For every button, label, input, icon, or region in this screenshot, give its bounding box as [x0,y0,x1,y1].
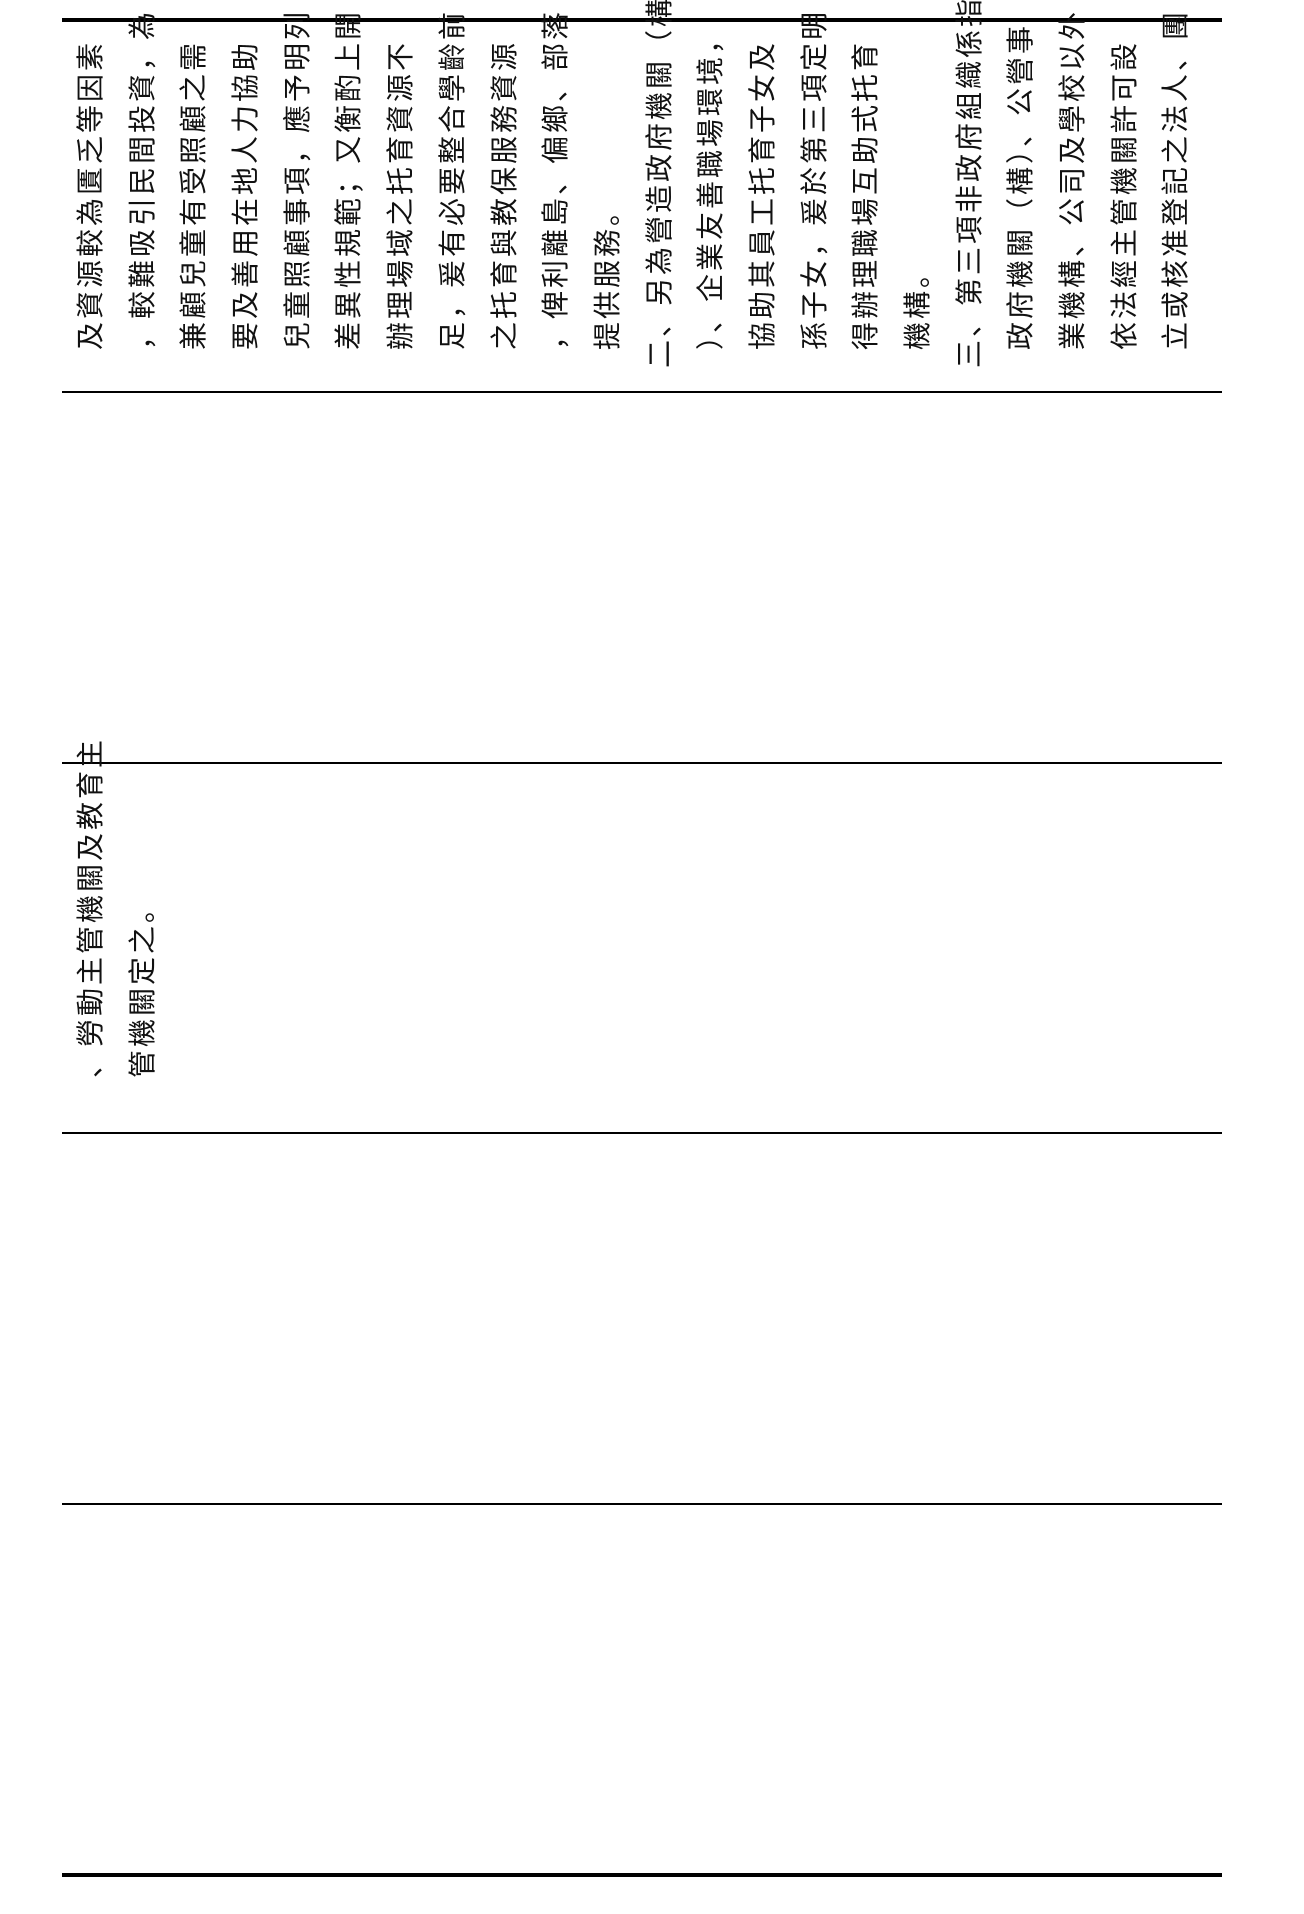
text-line: 辦理場域之托育資源不 [384,39,418,350]
table-divider [62,391,1222,393]
text-line: 政府機關（構）、公營事 [1004,22,1038,350]
text-line: 協助其員工托育子女及 [745,39,779,350]
table-cell-explanation: 及資源較為匱乏等因素 ，較難吸引民間投資，為 兼顧兒童有受照顧之需 要及善用在地人力協… [65,0,1202,368]
table-divider [62,1503,1222,1505]
text-line: 、勞動主管機關及教育主 [74,736,107,1078]
text-line: 要及善用在地人力協助 [229,39,263,350]
text-line: 兒童照顧事項，應予明列 [280,8,314,350]
text-line: 二、另為營造政府機關（構 [642,0,676,368]
text-line: 機構。 [901,256,934,350]
text-line: 立或核准登記之法人、團 [1159,8,1193,350]
table-border-left [62,1873,1222,1877]
text-line: 兼顧兒童有受照顧之需 [177,39,211,350]
text-line: 之托育與教保服務資源 [487,39,521,350]
table-divider [62,762,1222,764]
text-line: 提供服務。 [590,194,624,350]
table-cell-note: 、勞動主管機關及教育主 管機關定之。 [65,737,168,1078]
text-line: 業機構、公司及學校以外 [1056,8,1090,350]
text-line: 得辦理職場互助式托育 [849,39,883,350]
text-line: ，俾利離島、偏鄉、部落 [539,8,573,350]
text-line: ）、企業友善職場環境， [694,22,728,350]
text-line: 孫子女，爰於第三項定明 [797,8,831,350]
text-line: ，較難吸引民間投資，為 [125,8,159,350]
text-line: 管機關定之。 [125,891,159,1078]
table-divider [62,1132,1222,1134]
text-line: 及資源較為匱乏等因素 [74,39,107,350]
text-line: 依法經主管機關許可設 [1107,39,1141,350]
text-line: 足，爰有必要整合學齡前 [435,8,469,350]
text-line: 差異性規範；又衡酌上開 [332,8,366,350]
text-line: 三、第三項非政府組織係指 [952,0,986,368]
